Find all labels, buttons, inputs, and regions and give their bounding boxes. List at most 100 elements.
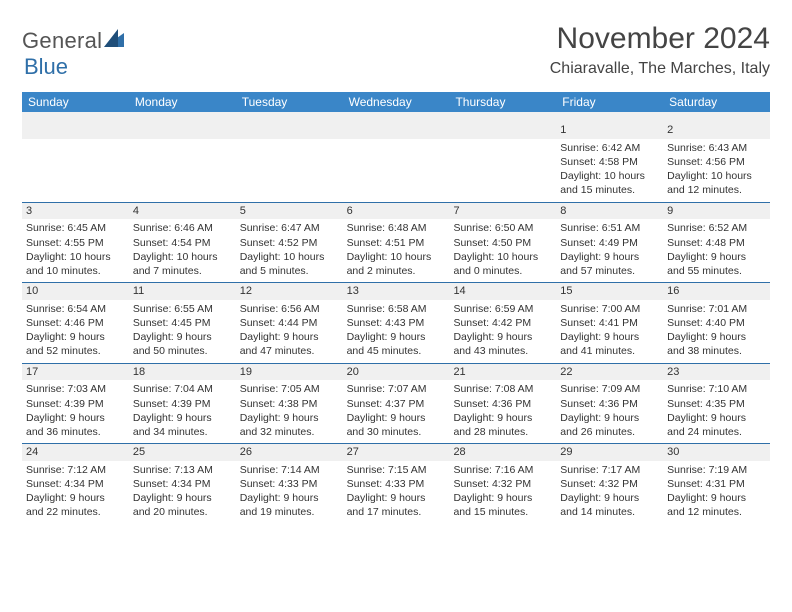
- day-sunrise: Sunrise: 6:47 AM: [240, 221, 339, 235]
- weekday-saturday: Saturday: [663, 92, 770, 112]
- day-number-blank: [22, 122, 129, 139]
- day-number: 13: [343, 283, 450, 300]
- day-number-blank: [129, 122, 236, 139]
- day-sunrise: Sunrise: 6:54 AM: [26, 302, 125, 316]
- day-cell: 8Sunrise: 6:51 AMSunset: 4:49 PMDaylight…: [556, 203, 663, 283]
- day-number: 7: [449, 203, 556, 220]
- month-title: November 2024: [550, 22, 770, 56]
- week-row: 1Sunrise: 6:42 AMSunset: 4:58 PMDaylight…: [22, 122, 770, 202]
- day-daylight: Daylight: 10 hours and 0 minutes.: [453, 250, 552, 278]
- day-number: 14: [449, 283, 556, 300]
- brand-logo: General: [22, 22, 124, 54]
- weeks-container: 1Sunrise: 6:42 AMSunset: 4:58 PMDaylight…: [22, 122, 770, 524]
- day-sunset: Sunset: 4:50 PM: [453, 236, 552, 250]
- day-number: 6: [343, 203, 450, 220]
- day-daylight: Daylight: 9 hours and 15 minutes.: [453, 491, 552, 519]
- day-daylight: Daylight: 9 hours and 52 minutes.: [26, 330, 125, 358]
- day-daylight: Daylight: 9 hours and 12 minutes.: [667, 491, 766, 519]
- day-cell: 9Sunrise: 6:52 AMSunset: 4:48 PMDaylight…: [663, 203, 770, 283]
- day-sunset: Sunset: 4:54 PM: [133, 236, 232, 250]
- day-number: 10: [22, 283, 129, 300]
- day-cell-blank: [236, 122, 343, 202]
- day-sunset: Sunset: 4:36 PM: [453, 397, 552, 411]
- day-daylight: Daylight: 9 hours and 20 minutes.: [133, 491, 232, 519]
- day-daylight: Daylight: 9 hours and 41 minutes.: [560, 330, 659, 358]
- day-sunrise: Sunrise: 7:09 AM: [560, 382, 659, 396]
- day-cell: 18Sunrise: 7:04 AMSunset: 4:39 PMDayligh…: [129, 364, 236, 444]
- day-cell-blank: [343, 122, 450, 202]
- day-sunrise: Sunrise: 7:19 AM: [667, 463, 766, 477]
- day-sunrise: Sunrise: 7:15 AM: [347, 463, 446, 477]
- day-number: 26: [236, 444, 343, 461]
- day-number: 8: [556, 203, 663, 220]
- day-number: 15: [556, 283, 663, 300]
- day-sunset: Sunset: 4:55 PM: [26, 236, 125, 250]
- day-cell: 3Sunrise: 6:45 AMSunset: 4:55 PMDaylight…: [22, 203, 129, 283]
- day-cell: 7Sunrise: 6:50 AMSunset: 4:50 PMDaylight…: [449, 203, 556, 283]
- day-sunrise: Sunrise: 6:55 AM: [133, 302, 232, 316]
- day-daylight: Daylight: 10 hours and 10 minutes.: [26, 250, 125, 278]
- day-daylight: Daylight: 9 hours and 45 minutes.: [347, 330, 446, 358]
- day-sunrise: Sunrise: 6:51 AM: [560, 221, 659, 235]
- brand-name-part1: General: [22, 28, 102, 54]
- day-sunrise: Sunrise: 6:42 AM: [560, 141, 659, 155]
- week-row: 17Sunrise: 7:03 AMSunset: 4:39 PMDayligh…: [22, 363, 770, 444]
- day-sunset: Sunset: 4:52 PM: [240, 236, 339, 250]
- day-cell: 17Sunrise: 7:03 AMSunset: 4:39 PMDayligh…: [22, 364, 129, 444]
- day-sunset: Sunset: 4:48 PM: [667, 236, 766, 250]
- day-sunrise: Sunrise: 7:00 AM: [560, 302, 659, 316]
- day-sunrise: Sunrise: 7:14 AM: [240, 463, 339, 477]
- day-daylight: Daylight: 9 hours and 50 minutes.: [133, 330, 232, 358]
- day-number: 17: [22, 364, 129, 381]
- day-number: 19: [236, 364, 343, 381]
- brand-name-part2: Blue: [24, 54, 68, 79]
- day-sunrise: Sunrise: 6:50 AM: [453, 221, 552, 235]
- day-number: 24: [22, 444, 129, 461]
- day-daylight: Daylight: 9 hours and 14 minutes.: [560, 491, 659, 519]
- day-sunset: Sunset: 4:34 PM: [133, 477, 232, 491]
- day-sunrise: Sunrise: 7:07 AM: [347, 382, 446, 396]
- weekday-monday: Monday: [129, 92, 236, 112]
- day-sunrise: Sunrise: 6:52 AM: [667, 221, 766, 235]
- day-daylight: Daylight: 10 hours and 2 minutes.: [347, 250, 446, 278]
- day-cell: 20Sunrise: 7:07 AMSunset: 4:37 PMDayligh…: [343, 364, 450, 444]
- weekday-thursday: Thursday: [449, 92, 556, 112]
- day-sunrise: Sunrise: 7:17 AM: [560, 463, 659, 477]
- day-number: 25: [129, 444, 236, 461]
- day-daylight: Daylight: 9 hours and 24 minutes.: [667, 411, 766, 439]
- day-daylight: Daylight: 9 hours and 22 minutes.: [26, 491, 125, 519]
- day-sunrise: Sunrise: 6:59 AM: [453, 302, 552, 316]
- day-daylight: Daylight: 10 hours and 15 minutes.: [560, 169, 659, 197]
- day-cell: 13 Sunrise: 6:58 AMSunset: 4:43 PMDayligh…: [343, 283, 450, 363]
- day-cell: 22Sunrise: 7:09 AMSunset: 4:36 PMDayligh…: [556, 364, 663, 444]
- day-number: 18: [129, 364, 236, 381]
- day-daylight: Daylight: 9 hours and 38 minutes.: [667, 330, 766, 358]
- day-sunrise: Sunrise: 7:04 AM: [133, 382, 232, 396]
- day-cell: 5Sunrise: 6:47 AMSunset: 4:52 PMDaylight…: [236, 203, 343, 283]
- day-number: 27: [343, 444, 450, 461]
- day-sunrise: Sunrise: 6:46 AM: [133, 221, 232, 235]
- location-subtitle: Chiaravalle, The Marches, Italy: [550, 60, 770, 78]
- day-daylight: Daylight: 9 hours and 32 minutes.: [240, 411, 339, 439]
- day-sunset: Sunset: 4:43 PM: [347, 316, 446, 330]
- day-cell: 25Sunrise: 7:13 AMSunset: 4:34 PMDayligh…: [129, 444, 236, 524]
- day-number: 20: [343, 364, 450, 381]
- week-row: 3Sunrise: 6:45 AMSunset: 4:55 PMDaylight…: [22, 202, 770, 283]
- day-sunset: Sunset: 4:41 PM: [560, 316, 659, 330]
- day-cell: 16Sunrise: 7:01 AMSunset: 4:40 PMDayligh…: [663, 283, 770, 363]
- day-daylight: Daylight: 9 hours and 19 minutes.: [240, 491, 339, 519]
- day-daylight: Daylight: 9 hours and 26 minutes.: [560, 411, 659, 439]
- day-number: 12: [236, 283, 343, 300]
- day-sunrise: Sunrise: 7:05 AM: [240, 382, 339, 396]
- day-number: 30: [663, 444, 770, 461]
- day-sunset: Sunset: 4:33 PM: [347, 477, 446, 491]
- day-number: 21: [449, 364, 556, 381]
- day-sunset: Sunset: 4:56 PM: [667, 155, 766, 169]
- day-sunset: Sunset: 4:49 PM: [560, 236, 659, 250]
- day-daylight: Daylight: 9 hours and 57 minutes.: [560, 250, 659, 278]
- day-number: 23: [663, 364, 770, 381]
- day-sunrise: Sunrise: 6:58 AM: [347, 302, 446, 316]
- day-daylight: Daylight: 9 hours and 17 minutes.: [347, 491, 446, 519]
- day-cell: 24Sunrise: 7:12 AMSunset: 4:34 PMDayligh…: [22, 444, 129, 524]
- day-cell: 29Sunrise: 7:17 AMSunset: 4:32 PMDayligh…: [556, 444, 663, 524]
